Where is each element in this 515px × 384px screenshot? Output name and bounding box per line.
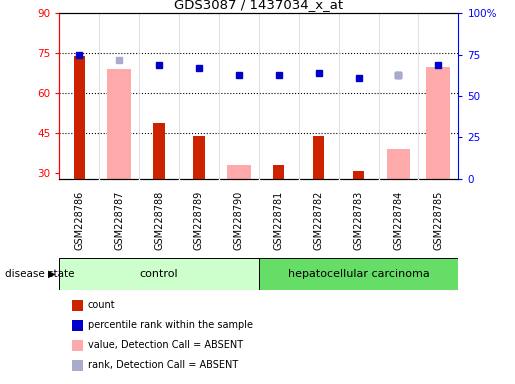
- Text: GSM228789: GSM228789: [194, 190, 204, 250]
- Text: GSM228784: GSM228784: [393, 190, 403, 250]
- Bar: [193, 136, 204, 179]
- FancyBboxPatch shape: [259, 258, 458, 290]
- Text: GSM228782: GSM228782: [314, 190, 323, 250]
- FancyBboxPatch shape: [59, 258, 259, 290]
- Text: GSM228786: GSM228786: [74, 190, 84, 250]
- Text: percentile rank within the sample: percentile rank within the sample: [88, 320, 252, 330]
- Text: hepatocellular carcinoma: hepatocellular carcinoma: [288, 269, 430, 279]
- Text: GSM228781: GSM228781: [274, 190, 284, 250]
- Text: GSM228785: GSM228785: [434, 190, 443, 250]
- Title: GDS3087 / 1437034_x_at: GDS3087 / 1437034_x_at: [174, 0, 344, 11]
- Text: control: control: [140, 269, 178, 279]
- Bar: [353, 170, 364, 179]
- Bar: [74, 56, 85, 179]
- Text: count: count: [88, 300, 115, 310]
- Text: GSM228788: GSM228788: [154, 190, 164, 250]
- Text: rank, Detection Call = ABSENT: rank, Detection Call = ABSENT: [88, 360, 238, 370]
- Bar: [426, 67, 450, 179]
- Text: disease state: disease state: [5, 269, 75, 279]
- Text: GSM228783: GSM228783: [354, 190, 364, 250]
- Bar: [107, 70, 131, 179]
- Text: GSM228790: GSM228790: [234, 190, 244, 250]
- Text: GSM228787: GSM228787: [114, 190, 124, 250]
- Bar: [313, 136, 324, 179]
- Bar: [386, 149, 410, 179]
- Bar: [227, 165, 251, 179]
- Text: ▶: ▶: [48, 269, 56, 279]
- Text: value, Detection Call = ABSENT: value, Detection Call = ABSENT: [88, 340, 243, 350]
- Bar: [273, 165, 284, 179]
- Bar: [153, 122, 165, 179]
